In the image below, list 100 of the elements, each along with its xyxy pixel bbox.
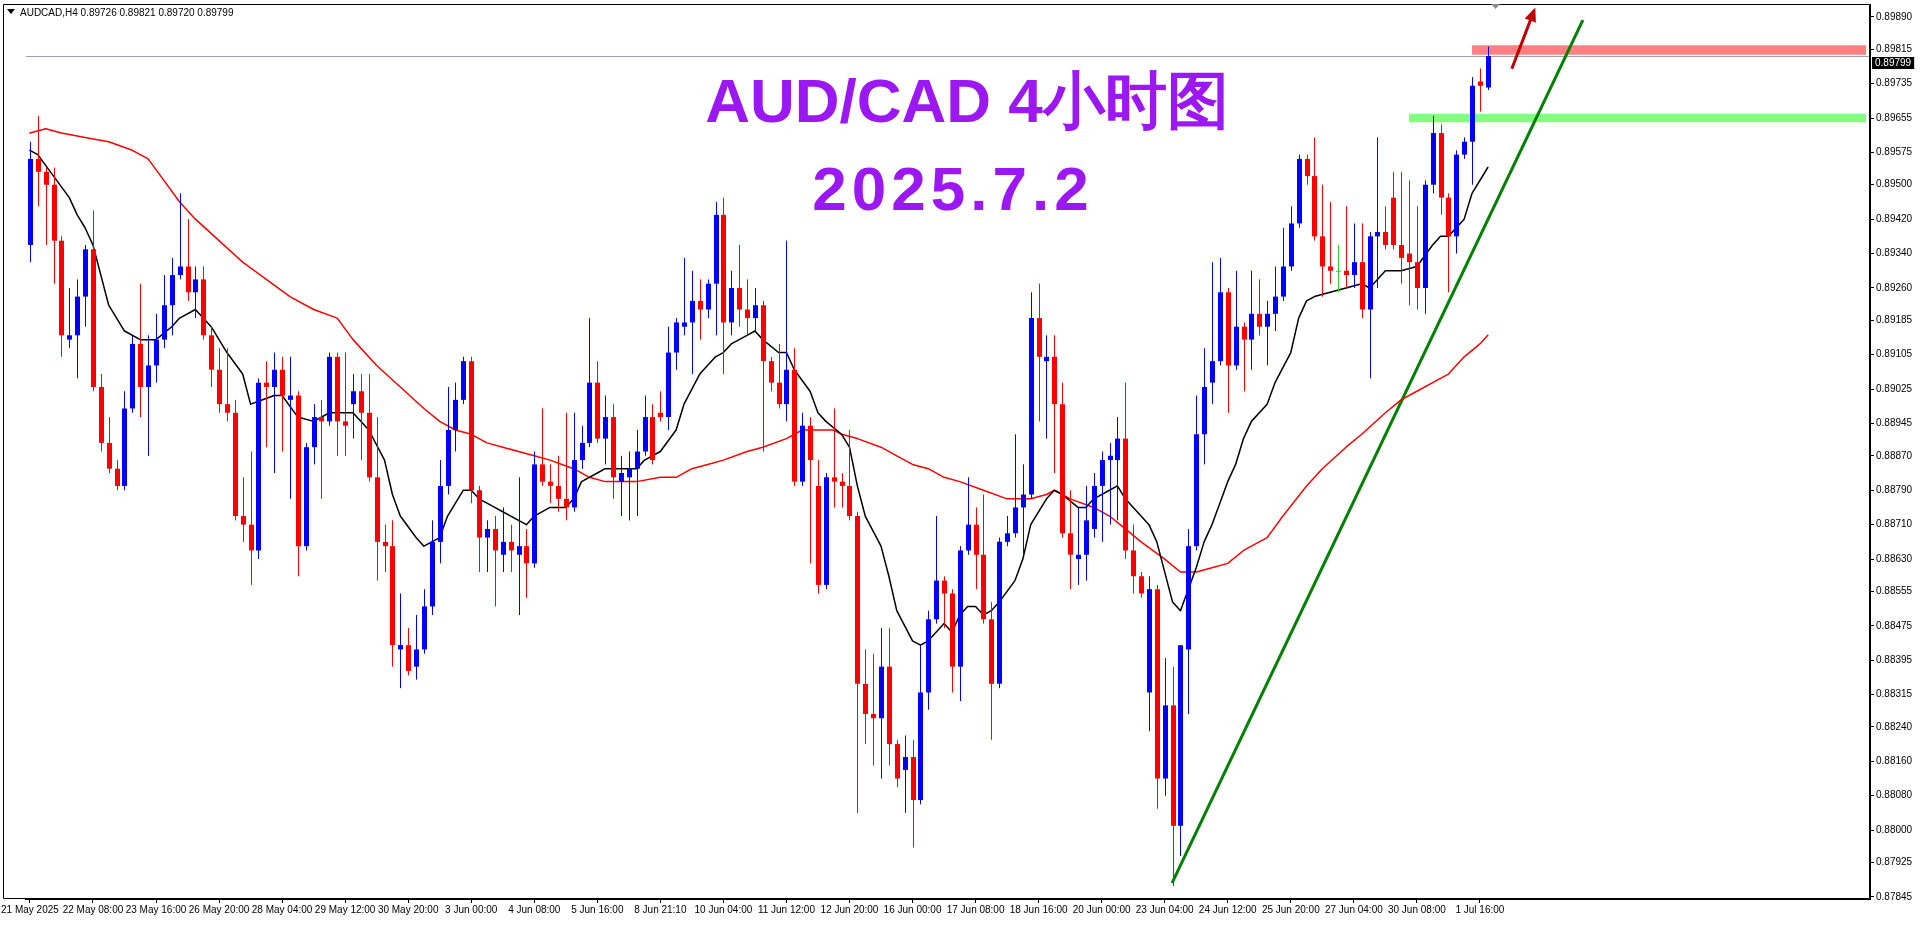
- x-tick-label: 30 Jun 08:00: [1387, 903, 1447, 915]
- candlestick: [225, 347, 230, 422]
- x-tick-label: 24 Jun 12:00: [1198, 903, 1258, 915]
- candlestick: [264, 360, 269, 448]
- candlestick: [1305, 154, 1310, 186]
- candlestick: [556, 455, 561, 513]
- y-tick-label: 0.88000: [1876, 823, 1913, 835]
- annotation: AUDCAD,H4 0.89726 0.89821 0.89720 0.89799: [20, 7, 234, 19]
- y-tick-label: 0.89420: [1876, 212, 1913, 224]
- candlestick: [1462, 136, 1467, 160]
- x-tick-label: 20 Jun 00:00: [1072, 903, 1132, 915]
- candlestick: [343, 352, 348, 457]
- x-tick-label: 1 Jul 16:00: [1455, 903, 1505, 915]
- candlestick: [414, 614, 419, 681]
- y-tick-label: 0.88080: [1876, 789, 1913, 801]
- x-tick-label: 8 Jun 21:10: [634, 903, 687, 915]
- candlestick: [288, 356, 293, 500]
- text: 2025.7.2: [812, 154, 1094, 223]
- x-tick-label: 12 Jun 20:00: [820, 903, 879, 915]
- y-tick-label: 0.89500: [1876, 178, 1913, 190]
- x-tick-label: 27 Jun 04:00: [1324, 903, 1384, 915]
- candlestick: [1210, 261, 1215, 405]
- candlestick: [178, 192, 183, 280]
- candlestick: [193, 265, 198, 319]
- y-tick-label: 0.88315: [1876, 688, 1913, 700]
- x-tick-label: 22 May 08:00: [62, 903, 124, 915]
- y-tick-label: 0.89185: [1876, 314, 1913, 326]
- candlestick: [690, 270, 695, 375]
- y-tick-label: 0.88870: [1876, 449, 1913, 461]
- y-tick-label: 0.89575: [1876, 146, 1913, 158]
- candlestick: [1115, 416, 1120, 521]
- candlestick: [1265, 300, 1270, 366]
- candlestick: [1108, 442, 1113, 526]
- candlestick: [635, 429, 640, 517]
- x-tick-label: 11 Jun 12:00: [757, 903, 816, 915]
- candlestick: [383, 524, 388, 573]
- ref-line-label: 0.89799: [1875, 57, 1912, 69]
- candlestick: [777, 343, 782, 409]
- candlestick: [351, 373, 356, 440]
- candlestick: [272, 352, 277, 474]
- y-tick-label: 0.89025: [1876, 382, 1913, 394]
- x-tick-label: 21 May 2025: [1, 903, 60, 915]
- x-tick-label: 4 Jun 08:00: [508, 903, 561, 915]
- x-tick-label: 23 May 16:00: [125, 903, 187, 915]
- x-tick-label: 25 Jun 20:00: [1261, 903, 1321, 915]
- candlestick: [1399, 171, 1404, 285]
- candlestick: [146, 334, 151, 457]
- x-tick-label: 18 Jun 16:00: [1009, 903, 1068, 915]
- y-tick-label: 0.89655: [1876, 111, 1913, 123]
- x-tick-label: 30 May 20:00: [377, 903, 439, 915]
- candlestick: [942, 575, 947, 629]
- candlestick: [1273, 265, 1278, 332]
- candlestick: [903, 734, 908, 814]
- text: AUD/CAD 4小时图: [705, 66, 1229, 135]
- candlestick: [840, 472, 845, 508]
- x-tick-label: 17 Jun 08:00: [946, 903, 1005, 915]
- candlestick: [682, 257, 687, 336]
- candlestick: [627, 451, 632, 521]
- candlestick: [485, 519, 490, 573]
- candlestick: [832, 407, 837, 508]
- candlestick: [698, 278, 703, 341]
- candlestick: [1005, 515, 1010, 547]
- candlestick: [548, 463, 553, 504]
- y-tick-label: 0.87845: [1876, 890, 1913, 902]
- candlestick: [1352, 222, 1357, 289]
- y-tick-label: 0.89340: [1876, 247, 1913, 259]
- candlestick: [319, 399, 324, 500]
- y-tick-label: 0.88475: [1876, 619, 1913, 631]
- y-tick-label: 0.88710: [1876, 518, 1913, 530]
- candlestick: [1336, 244, 1341, 293]
- candlestick: [67, 287, 72, 349]
- x-tick-label: 10 Jun 04:00: [694, 903, 753, 915]
- x-tick-label: 16 Jun 00:00: [883, 903, 942, 915]
- y-tick-label: 0.88555: [1876, 585, 1913, 597]
- candlestick: [769, 356, 774, 392]
- y-tick-label: 0.88790: [1876, 483, 1913, 495]
- candlestick: [1044, 334, 1049, 440]
- x-tick-label: 26 May 20:00: [188, 903, 250, 915]
- candlestick: [501, 506, 506, 573]
- candlestick: [1139, 571, 1144, 599]
- candlestick: [658, 390, 663, 422]
- candlestick: [1375, 136, 1380, 289]
- y-tick-label: 0.89890: [1876, 10, 1913, 22]
- candlestick: [564, 412, 569, 521]
- candlestick: [871, 653, 876, 767]
- candlestick: [398, 593, 403, 689]
- candlestick: [737, 244, 742, 328]
- y-tick-label: 0.88395: [1876, 653, 1913, 665]
- candlestick: [509, 524, 514, 573]
- candlestick: [359, 373, 364, 461]
- candlestick: [1242, 321, 1247, 392]
- candlestick: [603, 395, 608, 465]
- candlestick: [580, 425, 585, 470]
- candlestick: [1021, 463, 1026, 556]
- candlestick: [241, 476, 246, 543]
- y-tick-label: 0.88630: [1876, 552, 1913, 564]
- candlestick: [1076, 506, 1081, 586]
- candlestick: [1257, 278, 1262, 336]
- candlestick: [1328, 201, 1333, 285]
- x-tick-label: 3 Jun 00:00: [445, 903, 498, 915]
